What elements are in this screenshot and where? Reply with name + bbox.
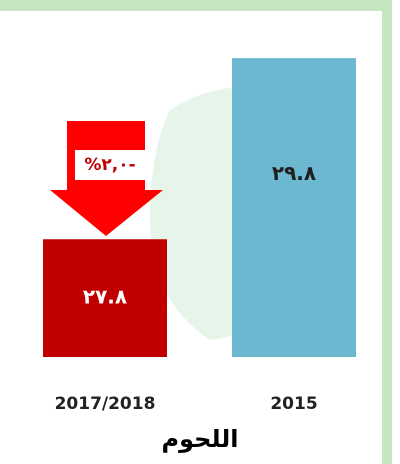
value-label: ٢٧.٨ (83, 285, 127, 309)
bar (232, 58, 356, 357)
chart-title: اللحوم (162, 425, 239, 453)
frame-top (0, 0, 392, 11)
frame-right (382, 0, 392, 464)
bar (43, 239, 167, 357)
annotation: %٢,٠- (50, 121, 163, 236)
annotation-box (75, 150, 146, 180)
value-label: ٢٩.٨ (272, 161, 316, 185)
x-tick-label: 2017/2018 (55, 394, 156, 414)
x-tick-label: 2015 (270, 394, 317, 414)
annotation-text: %٢,٠- (84, 155, 135, 175)
